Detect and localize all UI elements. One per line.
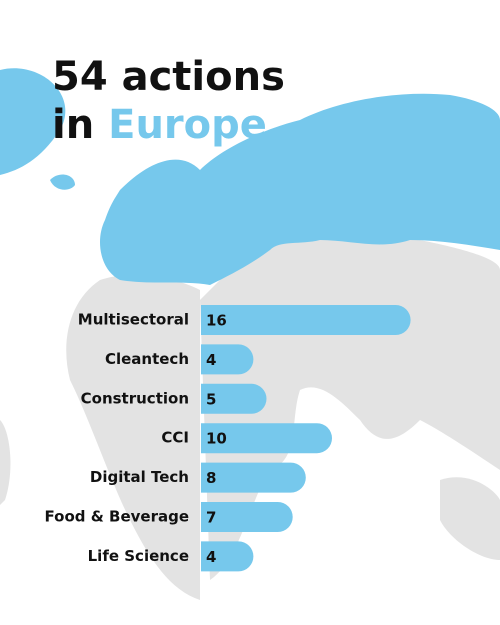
category-label: Digital Tech — [90, 468, 189, 486]
value-label: 5 — [206, 390, 216, 408]
category-label: Multisectoral — [78, 311, 189, 329]
bar — [201, 462, 306, 493]
value-label: 8 — [206, 469, 216, 487]
map-oceania — [440, 477, 500, 560]
category-label: CCI — [161, 429, 189, 447]
value-label: 10 — [206, 430, 227, 448]
map-greenland — [0, 68, 66, 175]
title-line-1: 54 actions — [52, 54, 285, 100]
map-africa — [66, 274, 200, 600]
bar — [201, 502, 293, 532]
bar — [201, 383, 267, 414]
title-highlight: Europe — [108, 102, 267, 148]
category-label: Life Science — [88, 547, 189, 565]
map-iceland — [50, 174, 75, 190]
bar — [201, 423, 333, 454]
value-label: 7 — [206, 509, 216, 527]
map-americas — [0, 420, 11, 505]
map-europe — [100, 93, 500, 285]
bar — [201, 344, 254, 375]
category-label: Food & Beverage — [45, 508, 190, 526]
category-label: Construction — [81, 389, 189, 407]
title-line-2: in Europe — [52, 102, 267, 148]
bar — [201, 305, 411, 335]
bar-chart: Multisectoral 16 Cleantech 4 Construction 5 CC… — [45, 305, 411, 572]
title-prefix: in — [52, 102, 94, 148]
bar — [201, 541, 254, 572]
value-label: 16 — [206, 312, 227, 330]
value-label: 4 — [206, 548, 216, 566]
category-label: Cleantech — [105, 350, 189, 368]
value-label: 4 — [206, 351, 216, 369]
